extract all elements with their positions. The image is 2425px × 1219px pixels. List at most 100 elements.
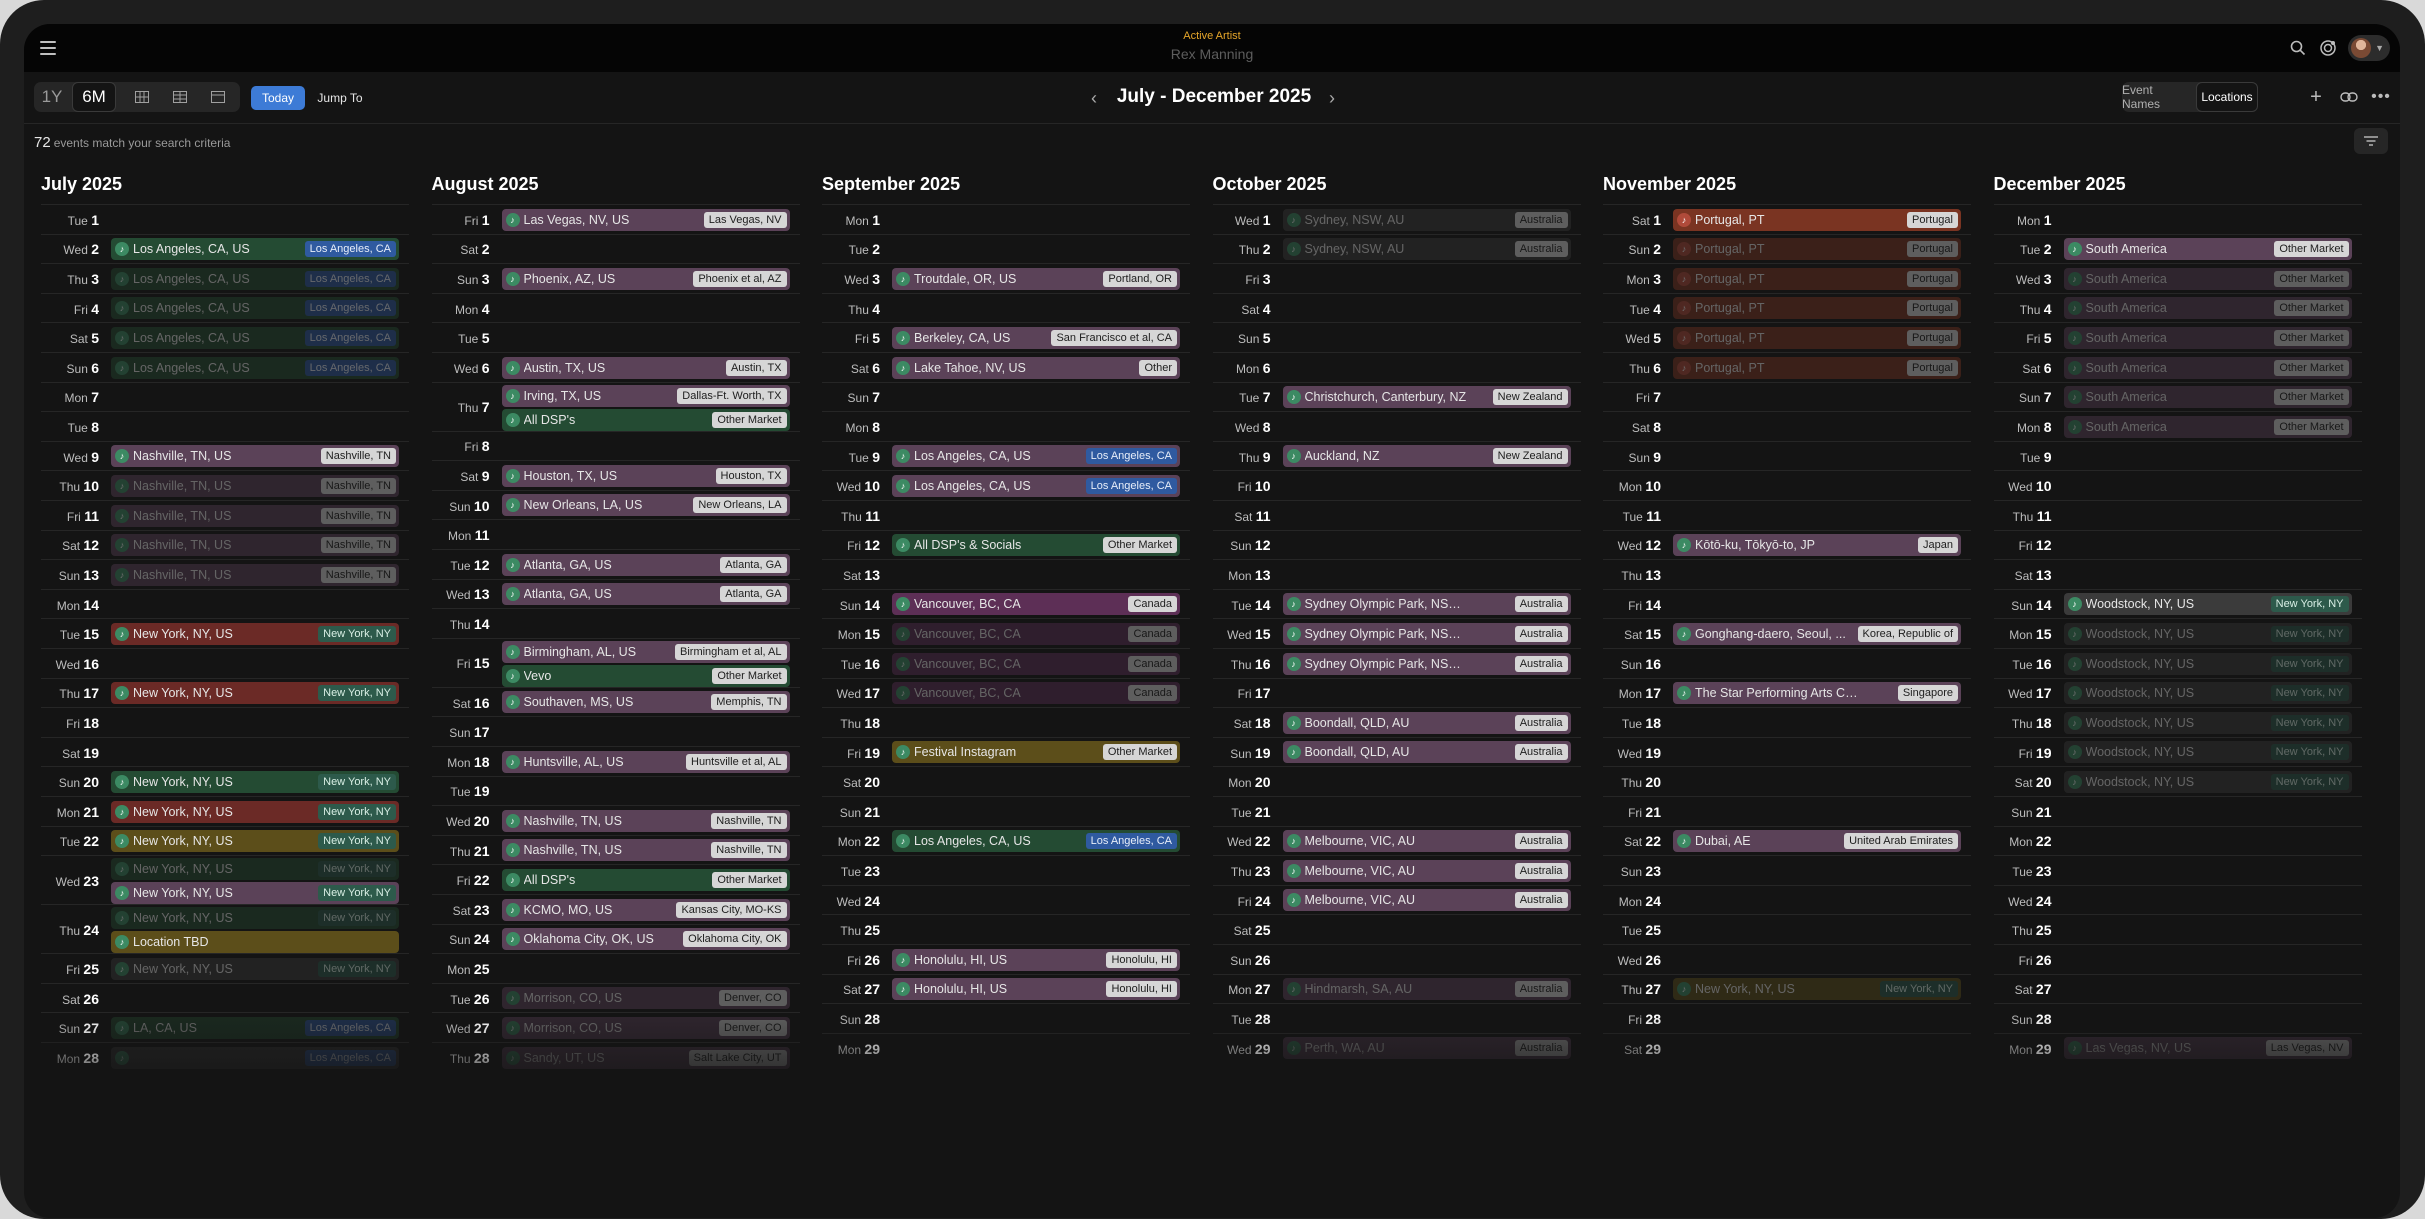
event-chip[interactable]: ♪ Location TBD xyxy=(111,931,399,954)
event-chip[interactable]: ♪ Nashville, TN, US Nashville, TN xyxy=(111,474,399,497)
avatar[interactable]: ▼ xyxy=(2348,35,2390,61)
event-chip[interactable]: ♪ South America Other Market xyxy=(2063,415,2352,438)
event-chip[interactable]: ♪ South America Other Market xyxy=(2063,297,2352,320)
event-chip[interactable]: ♪ Melbourne, VIC, AU Australia xyxy=(1282,859,1571,882)
month-grid-icon[interactable] xyxy=(164,82,196,112)
event-chip[interactable]: ♪ Irving, TX, US Dallas-Ft. Worth, TX xyxy=(501,384,790,407)
event-chip[interactable]: ♪ Los Angeles, CA, US Los Angeles, CA xyxy=(892,830,1180,853)
event-chip[interactable]: ♪ Nashville, TN, US Nashville, TN xyxy=(111,445,399,468)
event-chip[interactable]: ♪ New York, NY, US New York, NY xyxy=(111,770,399,793)
event-chip[interactable]: ♪ Hindmarsh, SA, AU Australia xyxy=(1282,978,1571,1001)
event-chip[interactable]: ♪ KCMO, MO, US Kansas City, MO-KS xyxy=(501,898,790,921)
link-icon[interactable] xyxy=(2337,87,2361,107)
event-chip[interactable]: ♪ Nashville, TN, US Nashville, TN xyxy=(501,839,790,862)
event-chip[interactable]: ♪ New York, NY, US New York, NY xyxy=(111,830,399,853)
event-chip[interactable]: ♪ Festival Instagram Other Market xyxy=(892,741,1180,764)
chevron-left-icon[interactable]: ‹ xyxy=(1091,87,1097,108)
event-chip[interactable]: ♪ Woodstock, NY, US New York, NY xyxy=(2063,741,2352,764)
event-chip[interactable]: ♪ Berkeley, CA, US San Francisco et al, CA xyxy=(892,326,1180,349)
event-chip[interactable]: ♪ All DSP's Other Market xyxy=(501,408,790,431)
event-chip[interactable]: ♪ Nashville, TN, US Nashville, TN xyxy=(111,534,399,557)
event-chip[interactable]: ♪ Houston, TX, US Houston, TX xyxy=(501,464,790,487)
more-icon[interactable]: ••• xyxy=(2371,88,2391,105)
event-chip[interactable]: ♪ New York, NY, US New York, NY xyxy=(111,907,399,930)
event-chip[interactable]: ♪ Austin, TX, US Austin, TX xyxy=(501,356,790,379)
event-chip[interactable]: ♪ Woodstock, NY, US New York, NY xyxy=(2063,711,2352,734)
event-chip[interactable]: ♪ All DSP's Other Market xyxy=(501,868,790,891)
event-chip[interactable]: ♪ Los Angeles, CA, US Los Angeles, CA xyxy=(111,326,399,349)
event-chip[interactable]: ♪ Lake Tahoe, NV, US Other xyxy=(892,356,1180,379)
event-chip[interactable]: ♪ South America Other Market xyxy=(2063,386,2352,409)
event-chip[interactable]: ♪ Honolulu, HI, US Honolulu, HI xyxy=(892,978,1180,1001)
event-chip[interactable]: ♪ Los Angeles, CA, US Los Angeles, CA xyxy=(111,297,399,320)
event-names-tab[interactable]: Event Names xyxy=(2122,83,2161,111)
event-chip[interactable]: ♪ Sydney, NSW, AU Australia xyxy=(1282,238,1571,261)
event-chip[interactable]: ♪ Honolulu, HI, US Honolulu, HI xyxy=(892,948,1180,971)
event-chip[interactable]: ♪ Portugal, PT Portugal xyxy=(1673,267,1961,290)
event-chip[interactable]: ♪ Dubai, AE United Arab Emirates xyxy=(1673,830,1961,853)
event-chip[interactable]: ♪ Christchurch, Canterbury, NZ New Zealand xyxy=(1282,386,1571,409)
event-chip[interactable]: ♪ Woodstock, NY, US New York, NY xyxy=(2063,770,2352,793)
range-1y-button[interactable]: 1Y xyxy=(41,87,63,106)
event-chip[interactable]: ♪ South America Other Market xyxy=(2063,356,2352,379)
event-chip[interactable]: ♪ Huntsville, AL, US Huntsville et al, AL xyxy=(501,750,790,773)
event-chip[interactable]: ♪ South America Other Market xyxy=(2063,238,2352,261)
event-chip[interactable]: ♪ Woodstock, NY, US New York, NY xyxy=(2063,593,2352,616)
event-chip[interactable]: ♪ South America Other Market xyxy=(2063,326,2352,349)
event-chip[interactable]: ♪ New York, NY, US New York, NY xyxy=(111,882,399,905)
event-chip[interactable]: ♪ Vancouver, BC, CA Canada xyxy=(892,652,1180,675)
event-chip[interactable]: ♪ The Star Performing Arts Centre... Singa… xyxy=(1673,682,1961,705)
event-chip[interactable]: ♪ Los Angeles, CA, US Los Angeles, CA xyxy=(111,356,399,379)
event-chip[interactable]: ♪ New York, NY, US New York, NY xyxy=(111,622,399,645)
locations-tab[interactable]: Locations xyxy=(2196,82,2258,112)
event-chip[interactable]: ♪ Kōtō-ku, Tōkyō-to, JP Japan xyxy=(1673,534,1961,557)
range-6m-button[interactable]: 6M xyxy=(72,82,116,112)
artist-name[interactable]: Rex Manning xyxy=(1170,46,1254,62)
hamburger-icon[interactable] xyxy=(38,38,58,58)
event-chip[interactable]: ♪ Portugal, PT Portugal xyxy=(1673,356,1961,379)
event-chip[interactable]: ♪ Sydney Olympic Park, NSW, AU Australia xyxy=(1282,652,1571,675)
event-chip[interactable]: ♪Las Vegas, NV, US Las Vegas, NV xyxy=(501,208,790,231)
event-chip[interactable]: ♪ Los Angeles, CA, US Los Angeles, CA xyxy=(892,445,1180,468)
event-chip[interactable]: ♪ Phoenix, AZ, US Phoenix et al, AZ xyxy=(501,267,790,290)
event-chip[interactable]: ♪ Portugal, PT Portugal xyxy=(1673,208,1961,231)
event-chip[interactable]: ♪ Nashville, TN, US Nashville, TN xyxy=(111,563,399,586)
event-chip[interactable]: ♪ Birmingham, AL, US Birmingham et al, AL xyxy=(501,640,790,663)
event-chip[interactable]: ♪ Atlanta, GA, US Atlanta, GA xyxy=(501,583,790,606)
grid-icon[interactable] xyxy=(126,82,158,112)
event-chip[interactable]: ♪ New York, NY, US New York, NY xyxy=(111,682,399,705)
add-icon[interactable]: + xyxy=(2310,85,2322,108)
event-chip[interactable]: ♪ Vancouver, BC, CA Canada xyxy=(892,593,1180,616)
event-chip[interactable]: ♪ Portugal, PT Portugal xyxy=(1673,326,1961,349)
event-chip[interactable]: ♪ Auckland, NZ New Zealand xyxy=(1282,445,1571,468)
event-chip[interactable]: ♪ Sydney Olympic Park, NSW, AU Australia xyxy=(1282,593,1571,616)
event-chip[interactable]: ♪ Sydney, NSW, AU Australia xyxy=(1282,208,1571,231)
event-chip[interactable]: ♪ All DSP's & Socials Other Market xyxy=(892,534,1180,557)
event-chip[interactable]: ♪ Los Angeles, CA, US Los Angeles, CA xyxy=(892,474,1180,497)
event-chip[interactable]: ♪ New York, NY, US New York, NY xyxy=(111,800,399,823)
event-chip[interactable]: ♪ Nashville, TN, US Nashville, TN xyxy=(501,809,790,832)
chevron-right-icon[interactable]: › xyxy=(1329,87,1335,108)
search-icon[interactable] xyxy=(2288,38,2308,58)
event-chip[interactable]: ♪ Melbourne, VIC, AU Australia xyxy=(1282,830,1571,853)
event-chip[interactable]: ♪ Woodstock, NY, US New York, NY xyxy=(2063,622,2352,645)
event-chip[interactable]: ♪ Los Angeles, CA, US Los Angeles, CA xyxy=(111,238,399,261)
event-chip[interactable]: ♪ Los Angeles, CA, US Los Angeles, CA xyxy=(111,267,399,290)
event-chip[interactable]: ♪ Atlanta, GA, US Atlanta, GA xyxy=(501,553,790,576)
filter-icon[interactable] xyxy=(2354,128,2388,154)
event-chip[interactable]: ♪ Boondall, QLD, AU Australia xyxy=(1282,741,1571,764)
event-chip[interactable]: ♪ New York, NY, US New York, NY xyxy=(111,858,399,881)
event-chip[interactable]: ♪ Oklahoma City, OK, US Oklahoma City, OK xyxy=(501,928,790,951)
event-chip[interactable]: ♪ Southaven, MS, US Memphis, TN xyxy=(501,691,790,714)
event-chip[interactable]: ♪ Vevo Other Market xyxy=(501,664,790,687)
event-chip[interactable]: ♪ New York, NY, US New York, NY xyxy=(111,957,399,980)
event-chip[interactable]: ♪ Portugal, PT Portugal xyxy=(1673,297,1961,320)
event-chip[interactable]: ♪ South America Other Market xyxy=(2063,267,2352,290)
event-chip[interactable]: ♪ Nashville, TN, US Nashville, TN xyxy=(111,504,399,527)
event-chip[interactable]: ♪ Portugal, PT Portugal xyxy=(1673,238,1961,261)
event-chip[interactable]: ♪ Melbourne, VIC, AU Australia xyxy=(1282,889,1571,912)
event-chip[interactable]: ♪ Vancouver, BC, CA Canada xyxy=(892,682,1180,705)
bell-icon[interactable] xyxy=(2318,38,2338,58)
today-button[interactable]: Today xyxy=(251,86,305,110)
event-chip[interactable]: ♪ Gonghang-daero, Seoul, ... Korea, Republ… xyxy=(1673,622,1961,645)
